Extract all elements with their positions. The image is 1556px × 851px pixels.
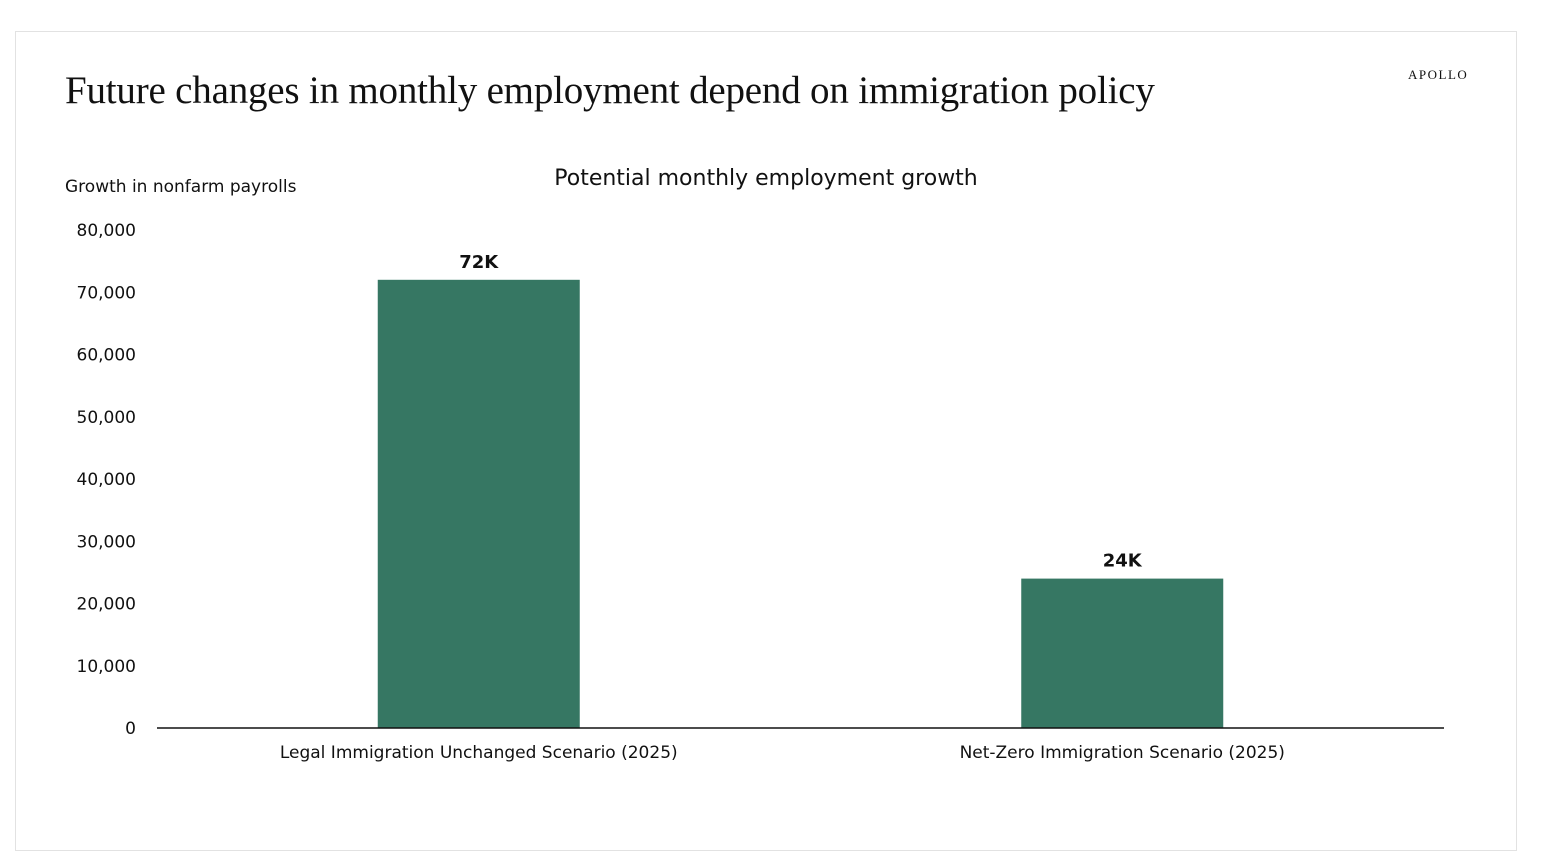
page-title: Future changes in monthly employment dep…	[65, 69, 1155, 112]
brand-logo: APOLLO	[1408, 67, 1469, 82]
y-tick-label: 30,000	[77, 532, 136, 552]
chart-title: Potential monthly employment growth	[554, 166, 978, 191]
y-tick-label: 80,000	[77, 221, 136, 241]
y-tick-label: 70,000	[77, 283, 136, 303]
x-tick-label: Net-Zero Immigration Scenario (2025)	[960, 743, 1285, 763]
y-tick-label: 20,000	[77, 595, 136, 615]
bar-data-labels: 72K 24K	[459, 252, 1143, 572]
y-axis-ticks: 0 10,000 20,000 30,000 40,000 50,000 60,000 70,…	[77, 221, 136, 739]
bar-chart: Potential monthly employment growth Grow…	[65, 166, 1444, 763]
y-tick-label: 10,000	[77, 657, 136, 677]
bar	[1021, 578, 1224, 728]
bar-data-label: 24K	[1103, 551, 1143, 572]
bar	[377, 279, 580, 728]
bars	[377, 279, 1224, 728]
x-axis-ticks: Legal Immigration Unchanged Scenario (20…	[280, 743, 1285, 763]
x-tick-label: Legal Immigration Unchanged Scenario (20…	[280, 743, 678, 763]
bar-data-label: 72K	[459, 252, 499, 273]
y-tick-label: 60,000	[77, 346, 136, 366]
y-tick-label: 40,000	[77, 470, 136, 490]
y-tick-label: 0	[125, 719, 136, 739]
chart-card	[15, 31, 1517, 851]
y-axis-label: Growth in nonfarm payrolls	[65, 177, 297, 197]
y-tick-label: 50,000	[77, 408, 136, 428]
